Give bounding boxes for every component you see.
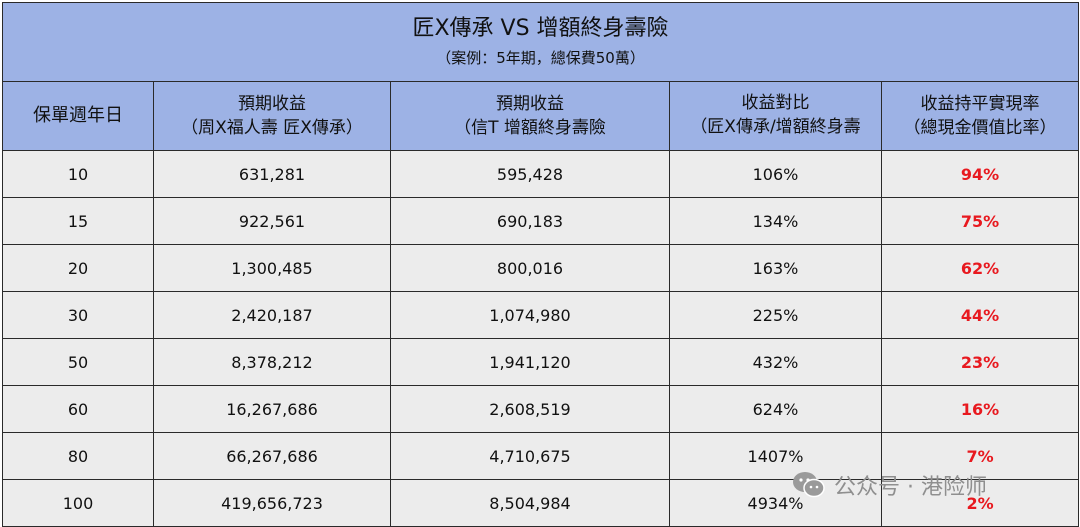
- cell-return-a: 2,420,187: [153, 291, 391, 339]
- cell-comparison: 624%: [669, 385, 882, 433]
- header-c-line2: （匠X傳承/增額終身壽: [690, 117, 861, 137]
- cell-year: 60: [2, 385, 154, 433]
- header-row: 保單週年日 預期收益 （周X福人壽 匠X傳承） 預期收益 （信T 增額終身壽險 …: [2, 81, 1080, 151]
- cell-year: 10: [2, 150, 154, 198]
- table-row: 10 631,281 595,428 106% 94%: [2, 150, 1080, 198]
- watermark-text: 公众号 · 港险师: [834, 475, 987, 500]
- header-d-line2: （總現金價值比率）: [903, 118, 1057, 138]
- wechat-icon: [792, 471, 826, 499]
- cell-return-b: 2,608,519: [390, 385, 670, 433]
- cell-return-b: 1,941,120: [390, 338, 670, 386]
- cell-return-a: 419,656,723: [153, 479, 391, 527]
- table-row: 50 8,378,212 1,941,120 432% 23%: [2, 338, 1080, 386]
- cell-return-b: 595,428: [390, 150, 670, 198]
- cell-ratio: 62%: [880, 244, 1080, 292]
- cell-comparison: 106%: [669, 150, 882, 198]
- watermark: 公众号 · 港险师: [792, 468, 1062, 502]
- table-row: 20 1,300,485 800,016 163% 62%: [2, 244, 1080, 292]
- title-row: 匠X傳承 VS 增額終身壽險 （案例：5年期，總保費50萬）: [1, 2, 1080, 82]
- cell-comparison: 1407%: [669, 432, 882, 480]
- table-row: 100 419,656,723 8,504,984 4934% 2%: [2, 479, 1080, 527]
- cell-year: 20: [2, 244, 154, 292]
- header-c-line3: 險）: [670, 139, 881, 141]
- cell-comparison: 4934%: [669, 479, 882, 527]
- cell-comparison: 134%: [669, 197, 882, 245]
- header-year: 保單週年日: [2, 81, 154, 151]
- table-row: 30 2,420,187 1,074,980 225% 44%: [2, 291, 1080, 339]
- cell-comparison: 163%: [669, 244, 882, 292]
- header-b-line1: 預期收益: [496, 94, 564, 114]
- table-row: 80 66,267,686 4,710,675 1407% 7%: [2, 432, 1080, 480]
- header-return-comparison: 收益對比 （匠X傳承/增額終身壽 險）: [669, 81, 882, 151]
- cell-year: 30: [2, 291, 154, 339]
- header-b-line2: （信T 增額終身壽險: [454, 118, 606, 138]
- cell-year: 100: [2, 479, 154, 527]
- cell-comparison: 225%: [669, 291, 882, 339]
- cell-ratio: 75%: [880, 197, 1080, 245]
- cell-return-a: 1,300,485: [153, 244, 391, 292]
- title-main: 匠X傳承 VS 增額終身壽險: [412, 16, 669, 41]
- cell-year: 50: [2, 338, 154, 386]
- cell-comparison: 432%: [669, 338, 882, 386]
- cell-return-a: 8,378,212: [153, 338, 391, 386]
- header-breakeven-ratio: 收益持平實現率 （總現金價值比率）: [880, 81, 1080, 151]
- title-sub: （案例：5年期，總保費50萬）: [436, 49, 645, 67]
- cell-year: 15: [2, 197, 154, 245]
- header-d-line1: 收益持平實現率: [920, 94, 1040, 114]
- cell-ratio: 44%: [880, 291, 1080, 339]
- cell-ratio: 7%: [880, 432, 1080, 480]
- table-title: 匠X傳承 VS 增額終身壽險 （案例：5年期，總保費50萬）: [1, 2, 1080, 82]
- cell-ratio: 2%: [880, 479, 1080, 527]
- cell-return-b: 4,710,675: [390, 432, 670, 480]
- table-row: 60 16,267,686 2,608,519 624% 16%: [2, 385, 1080, 433]
- cell-return-a: 631,281: [153, 150, 391, 198]
- cell-ratio: 94%: [880, 150, 1080, 198]
- header-c-line1: 收益對比: [741, 93, 810, 113]
- cell-ratio: 16%: [880, 385, 1080, 433]
- header-a-line1: 預期收益: [238, 94, 306, 114]
- header-expected-return-b: 預期收益 （信T 增額終身壽險: [390, 81, 670, 151]
- cell-return-a: 16,267,686: [153, 385, 391, 433]
- cell-return-b: 690,183: [390, 197, 670, 245]
- cell-return-b: 8,504,984: [390, 479, 670, 527]
- header-a-line2: （周X福人壽 匠X傳承）: [181, 118, 363, 138]
- table-row: 15 922,561 690,183 134% 75%: [2, 197, 1080, 245]
- cell-return-b: 800,016: [390, 244, 670, 292]
- cell-return-b: 1,074,980: [390, 291, 670, 339]
- cell-year: 80: [2, 432, 154, 480]
- cell-return-a: 922,561: [153, 197, 391, 245]
- cell-ratio: 23%: [880, 338, 1080, 386]
- cell-return-a: 66,267,686: [153, 432, 391, 480]
- header-expected-return-a: 預期收益 （周X福人壽 匠X傳承）: [153, 81, 391, 151]
